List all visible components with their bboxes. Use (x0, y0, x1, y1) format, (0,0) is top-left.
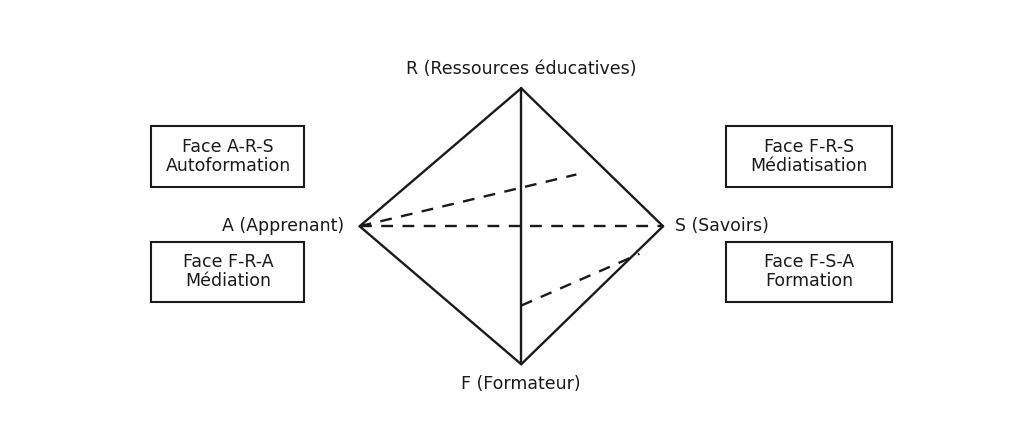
Text: Autoformation: Autoformation (166, 157, 291, 175)
Text: S (Savoirs): S (Savoirs) (675, 217, 769, 235)
Text: Face F-R-A: Face F-R-A (183, 253, 274, 271)
FancyBboxPatch shape (726, 126, 892, 186)
Text: Formation: Formation (765, 272, 853, 290)
FancyBboxPatch shape (726, 242, 892, 302)
Text: Médiation: Médiation (185, 272, 271, 290)
Text: F (Formateur): F (Formateur) (462, 375, 581, 393)
FancyBboxPatch shape (151, 242, 304, 302)
Text: Face A-R-S: Face A-R-S (182, 138, 274, 155)
FancyBboxPatch shape (151, 126, 304, 186)
Text: Face F-R-S: Face F-R-S (764, 138, 854, 155)
Text: R (Ressources éducatives): R (Ressources éducatives) (406, 60, 637, 78)
Text: Médiatisation: Médiatisation (751, 157, 868, 175)
Text: A (Apprenant): A (Apprenant) (222, 217, 344, 235)
Text: Face F-S-A: Face F-S-A (764, 253, 854, 271)
